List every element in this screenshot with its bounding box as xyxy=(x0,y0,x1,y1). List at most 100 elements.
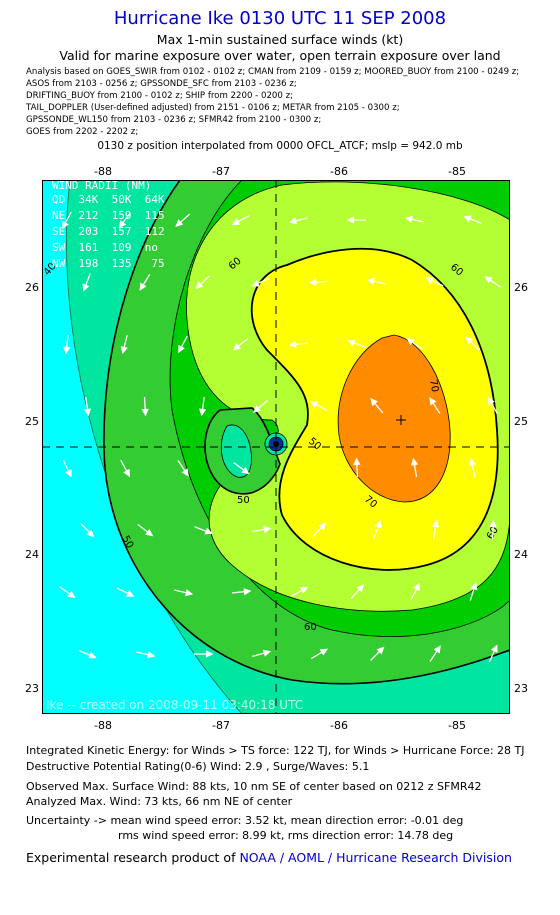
wind-arrowhead xyxy=(181,468,189,477)
wind-radii-row: SW 161 109 no xyxy=(52,241,158,254)
wind-radii-table: WIND RADII (NM) QD 34K 50K 64K NE 212 15… xyxy=(52,180,165,270)
wind-arrowhead xyxy=(195,281,204,290)
source-line: DRIFTING_BUOY from 2100 - 0102 z; SHIP f… xyxy=(26,91,293,101)
wind-arrowhead xyxy=(309,400,319,408)
wind-arrowhead xyxy=(141,408,149,417)
map-frame xyxy=(42,180,510,714)
source-line: ASOS from 2103 - 0256 z; GPSSONDE_SFC fr… xyxy=(26,79,297,89)
observed-max-wind: Observed Max. Surface Wind: 88 kts, 10 n… xyxy=(26,780,482,793)
lat-tick-left: 23 xyxy=(25,682,39,695)
lat-tick-left: 24 xyxy=(25,548,39,561)
wind-arrowhead xyxy=(308,278,317,286)
uncertainty-line-2: rms wind speed error: 8.99 kt, rms direc… xyxy=(118,829,454,842)
wind-arrowhead xyxy=(374,520,382,529)
lat-tick-right: 25 xyxy=(514,415,528,428)
wind-arrowhead xyxy=(463,215,472,223)
wind-arrowhead xyxy=(406,337,415,346)
wind-arrowhead xyxy=(83,408,92,417)
source-line: Analysis based on GOES_SWIR from 0102 - … xyxy=(26,67,520,77)
wind-arrowhead xyxy=(251,279,260,287)
wind-arrowhead xyxy=(468,457,476,466)
wind-arrowhead xyxy=(433,645,441,654)
dpr-line: Destructive Potential Rating(0-6) Wind: … xyxy=(26,760,370,773)
wind-arrowhead xyxy=(231,218,241,225)
wind-arrowhead xyxy=(198,408,207,417)
wind-arrowhead xyxy=(489,519,497,528)
chart-title: Hurricane Ike 0130 UTC 11 SEP 2008 xyxy=(113,8,447,29)
wind-arrowhead xyxy=(465,336,474,345)
wind-radii-row: SE 203 157 112 xyxy=(52,225,165,238)
wind-arrowhead xyxy=(353,457,361,466)
wind-arrowhead xyxy=(185,589,194,597)
wind-band-80-plus xyxy=(337,334,451,503)
wind-arrowhead xyxy=(67,590,76,599)
credit-line: Experimental research product of NOAA / … xyxy=(26,850,512,865)
wind-arrowhead xyxy=(425,277,434,285)
wind-arrowhead xyxy=(376,646,385,655)
wind-arrowhead xyxy=(487,396,495,406)
wind-arrowhead xyxy=(243,588,252,596)
source-line: GOES from 2202 - 2202 z; xyxy=(26,127,139,137)
ike-line: Integrated Kinetic Energy: for Winds > T… xyxy=(26,744,525,757)
lon-tick-bottom: -88 xyxy=(94,719,112,732)
wind-arrowhead xyxy=(370,397,378,407)
wind-arrowhead xyxy=(62,220,69,230)
wind-radii-row: NW 198 135 75 xyxy=(52,257,165,270)
wind-arrowhead xyxy=(205,650,214,658)
lon-tick-bottom: -87 xyxy=(212,719,230,732)
wind-arrowhead xyxy=(490,644,498,653)
wind-arrowhead xyxy=(120,345,128,355)
eye-core xyxy=(273,441,279,447)
wind-arrowhead xyxy=(241,466,250,475)
source-line: GPSSONDE_WL150 from 2103 - 0236 z; SFMR4… xyxy=(26,115,322,125)
wind-arrowhead xyxy=(86,529,95,538)
wind-arrowhead xyxy=(175,219,184,227)
wind-arrowhead xyxy=(318,522,327,531)
contour-label: 60 xyxy=(304,622,317,633)
credit-prefix: Experimental research product of xyxy=(26,850,240,865)
lat-tick-right: 26 xyxy=(514,281,528,294)
wind-arrowhead xyxy=(288,217,297,225)
wind-arrowhead xyxy=(366,277,375,285)
uncertainty-line-1: Uncertainty -> mean wind speed error: 3.… xyxy=(26,814,464,827)
wind-arrowhead xyxy=(204,527,213,535)
wind-arrowhead xyxy=(126,590,135,597)
source-line: TAIL_DOPPLER (User-defined adjusted) fro… xyxy=(26,103,400,113)
lon-tick-bottom: -85 xyxy=(448,719,466,732)
lon-tick-top: -88 xyxy=(94,165,112,178)
wind-arrowhead xyxy=(299,587,309,594)
wind-arrowhead xyxy=(139,282,147,291)
wind-arrowhead xyxy=(404,215,413,223)
created-stamp: Ike -- created on 2008-09-11 03:40:18 UT… xyxy=(46,698,303,712)
wind-arrowhead xyxy=(178,344,185,354)
wind-arrowhead xyxy=(82,283,90,292)
wind-arrowhead xyxy=(356,584,365,593)
wind-arrowhead xyxy=(470,581,478,591)
lon-tick-bottom: -86 xyxy=(330,719,348,732)
chart-subtitle: Max 1-min sustained surface winds (kt) xyxy=(156,32,404,47)
wind-arrowhead xyxy=(263,525,272,534)
wind-arrowhead xyxy=(413,582,420,592)
wind-radii-row: NE 212 159 115 xyxy=(52,209,165,222)
wind-arrowhead xyxy=(319,648,329,656)
wind-arrowhead xyxy=(410,457,419,466)
lon-tick-top: -85 xyxy=(448,165,466,178)
wind-field-map: 40 50 60 60 70 70 50 50 60 60 60 WIND RA… xyxy=(42,180,510,714)
wind-arrowhead xyxy=(431,519,440,528)
lat-tick-right: 23 xyxy=(514,682,528,695)
wind-arrowhead xyxy=(65,469,72,478)
wind-arrowhead xyxy=(262,649,272,657)
wind-arrowhead xyxy=(88,651,97,659)
wind-arrowhead xyxy=(232,342,241,351)
hrd-link[interactable]: NOAA / AOML / Hurricane Research Divisio… xyxy=(239,850,512,865)
lat-tick-left: 25 xyxy=(25,415,39,428)
analyzed-max-wind: Analyzed Max. Wind: 73 kts, 66 nm NE of … xyxy=(26,795,293,808)
wind-arrowhead xyxy=(118,220,127,229)
position-note: 0130 z position interpolated from 0000 O… xyxy=(97,140,463,152)
wind-arrowhead xyxy=(347,339,356,347)
contour-label: 50 xyxy=(237,495,250,506)
exposure-note: Valid for marine exposure over water, op… xyxy=(59,48,501,63)
wind-arrowhead xyxy=(346,216,355,224)
lat-tick-right: 24 xyxy=(514,548,528,561)
wind-arrowhead xyxy=(63,346,71,355)
